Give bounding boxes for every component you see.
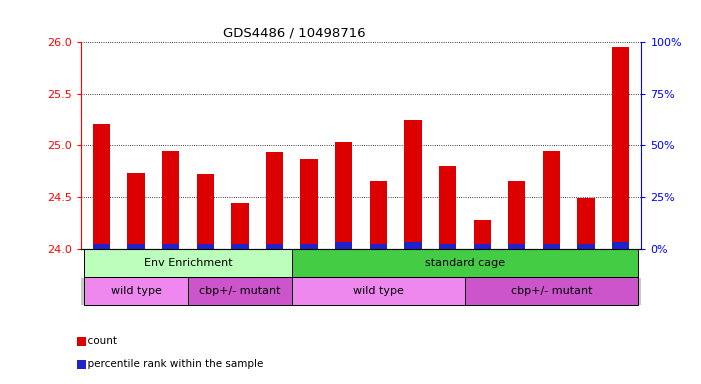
Text: Env Enrichment: Env Enrichment <box>144 258 232 268</box>
Text: GDS4486 / 10498716: GDS4486 / 10498716 <box>223 27 366 40</box>
Text: percentile rank within the sample: percentile rank within the sample <box>81 359 263 369</box>
Bar <box>578 198 594 248</box>
Bar <box>292 277 465 305</box>
Text: wild type: wild type <box>111 286 161 296</box>
Bar <box>335 142 353 248</box>
Bar <box>612 47 629 248</box>
Bar <box>162 151 179 248</box>
Bar <box>196 245 214 248</box>
Text: count: count <box>81 336 116 346</box>
Bar <box>93 245 110 248</box>
Text: cbp+/- mutant: cbp+/- mutant <box>199 286 280 296</box>
Bar <box>369 182 387 248</box>
Bar <box>508 182 526 248</box>
Bar <box>162 245 179 248</box>
Text: wild type: wild type <box>353 286 404 296</box>
Bar <box>369 245 387 248</box>
Bar <box>612 242 629 248</box>
Bar <box>465 277 638 305</box>
Bar <box>128 173 144 248</box>
Bar <box>335 242 353 248</box>
Bar <box>439 166 456 248</box>
Bar <box>93 124 110 248</box>
Bar <box>543 245 560 248</box>
Bar <box>473 245 491 248</box>
Bar <box>301 159 318 248</box>
Bar <box>196 174 214 248</box>
Bar <box>84 248 292 277</box>
Bar <box>231 245 249 248</box>
Bar <box>231 203 249 248</box>
Bar <box>404 242 421 248</box>
Bar <box>543 151 560 248</box>
Bar <box>578 245 594 248</box>
Bar <box>508 245 526 248</box>
Text: cbp+/- mutant: cbp+/- mutant <box>510 286 592 296</box>
Bar <box>266 245 283 248</box>
Text: standard cage: standard cage <box>425 258 505 268</box>
Bar <box>439 245 456 248</box>
Bar <box>301 245 318 248</box>
Bar <box>404 119 421 248</box>
Bar <box>473 220 491 248</box>
Bar <box>188 277 292 305</box>
Bar <box>292 248 638 277</box>
Bar <box>128 245 144 248</box>
Bar <box>266 152 283 248</box>
Bar <box>84 277 188 305</box>
